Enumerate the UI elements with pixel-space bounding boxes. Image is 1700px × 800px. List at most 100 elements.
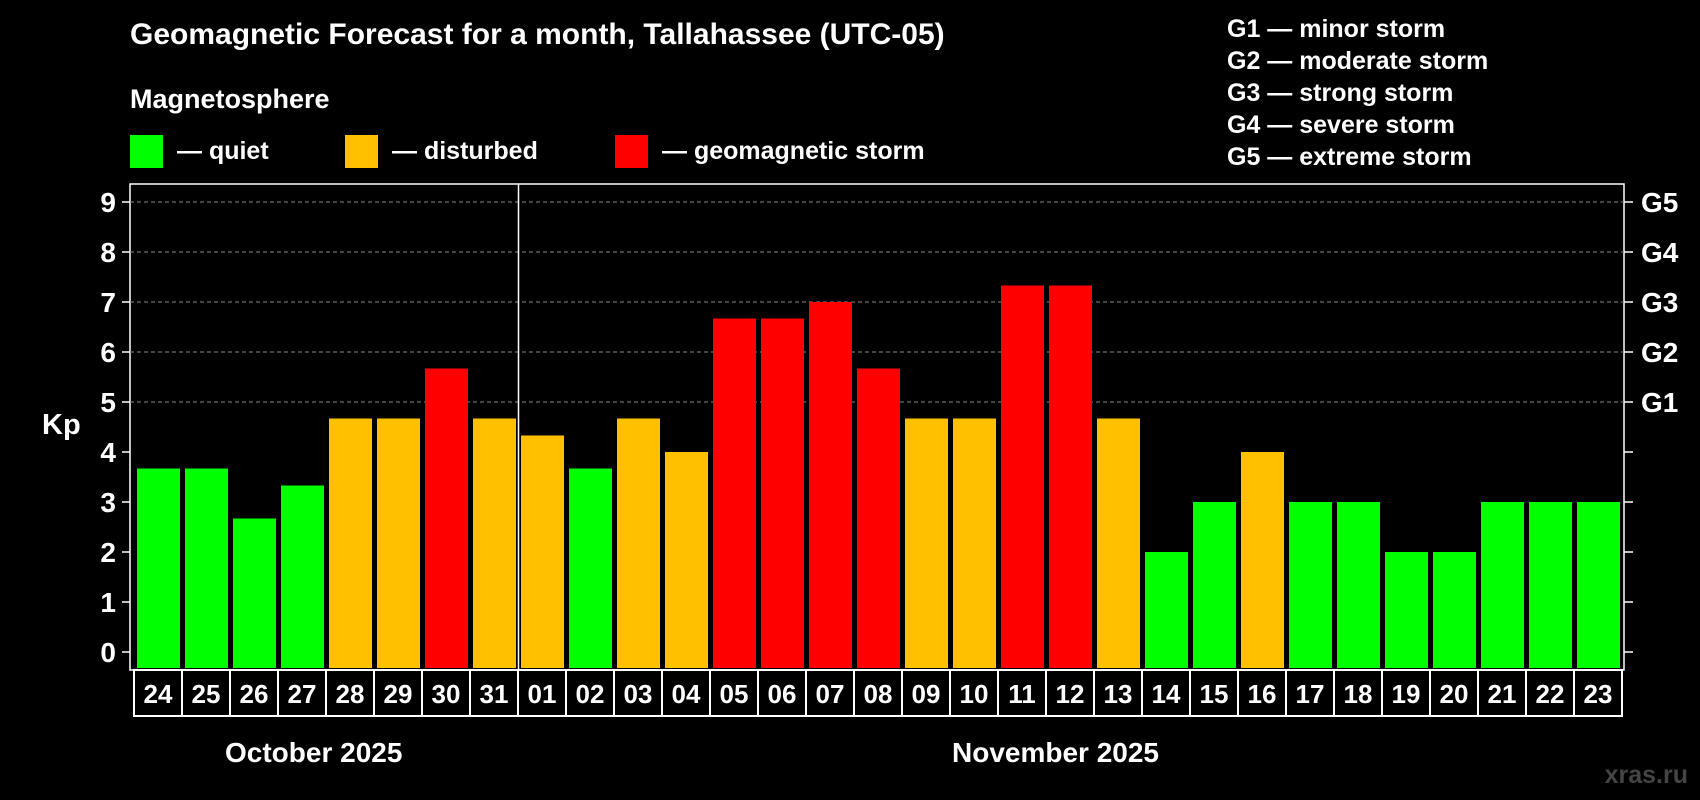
storm-scale-g3: G3 — strong storm xyxy=(1227,79,1454,107)
x-tick-label-25: 25 xyxy=(192,679,221,709)
y-tick-label-7: 7 xyxy=(100,287,116,318)
bar-05-12 xyxy=(713,318,756,668)
storm-scale-g1: G1 — minor storm xyxy=(1227,15,1446,43)
x-tick-label-26: 26 xyxy=(240,679,269,709)
x-tick-label-12: 12 xyxy=(1056,679,1085,709)
legend-item-storm: — geomagnetic storm xyxy=(615,134,925,168)
y-tick-label-1: 1 xyxy=(100,587,116,618)
right-axis-label-g2: G2 xyxy=(1641,337,1678,368)
y-tick-label-9: 9 xyxy=(100,187,116,218)
y-tick-label-5: 5 xyxy=(100,387,116,418)
x-tick-label-16: 16 xyxy=(1248,679,1277,709)
bar-26-2 xyxy=(233,518,276,668)
bar-09-16 xyxy=(905,418,948,668)
legend-label-disturbed: — disturbed xyxy=(392,136,538,165)
bar-11-18 xyxy=(1001,285,1044,668)
x-tick-label-23: 23 xyxy=(1584,679,1613,709)
bar-17-24 xyxy=(1289,502,1332,668)
bar-10-17 xyxy=(953,418,996,668)
bar-19-26 xyxy=(1385,552,1428,668)
legend-heading: Magnetosphere xyxy=(130,84,330,114)
y-axis-label: Kp xyxy=(42,409,81,441)
date-row-frame xyxy=(133,669,1623,717)
bar-31-7 xyxy=(473,418,516,668)
y-tick-label-3: 3 xyxy=(100,487,116,518)
storm-scale-g4: G4 — severe storm xyxy=(1227,111,1455,139)
x-tick-label-02: 02 xyxy=(576,679,605,709)
y-tick-label-2: 2 xyxy=(100,537,116,568)
bar-06-13 xyxy=(761,318,804,668)
x-tick-label-31: 31 xyxy=(480,679,509,709)
x-tick-label-08: 08 xyxy=(864,679,893,709)
bar-03-10 xyxy=(617,418,660,668)
legend-item-disturbed: — disturbed xyxy=(345,134,538,168)
bar-08-15 xyxy=(857,368,900,668)
x-tick-label-05: 05 xyxy=(720,679,749,709)
bar-13-20 xyxy=(1097,418,1140,668)
x-tick-label-06: 06 xyxy=(768,679,797,709)
x-tick-label-18: 18 xyxy=(1344,679,1373,709)
bar-28-4 xyxy=(329,418,372,668)
bar-21-28 xyxy=(1481,502,1524,668)
bar-25-1 xyxy=(185,468,228,668)
bar-22-29 xyxy=(1529,502,1572,668)
legend-swatch-disturbed xyxy=(345,134,378,168)
x-tick-label-20: 20 xyxy=(1440,679,1469,709)
legend-swatch-storm xyxy=(615,134,648,168)
x-tick-label-17: 17 xyxy=(1296,679,1325,709)
watermark: xras.ru xyxy=(1604,761,1688,789)
x-tick-label-10: 10 xyxy=(960,679,989,709)
bar-12-19 xyxy=(1049,285,1092,668)
x-tick-label-24: 24 xyxy=(144,679,173,709)
month-label-november: November 2025 xyxy=(952,737,1160,768)
bar-16-23 xyxy=(1241,452,1284,668)
bar-29-5 xyxy=(377,418,420,668)
bar-14-21 xyxy=(1145,552,1188,668)
bar-15-22 xyxy=(1193,502,1236,668)
bar-07-14 xyxy=(809,302,852,668)
y-tick-label-0: 0 xyxy=(100,637,116,668)
legend-item-quiet: — quiet xyxy=(130,134,269,168)
x-tick-label-14: 14 xyxy=(1152,679,1181,709)
x-tick-label-19: 19 xyxy=(1392,679,1421,709)
x-tick-label-22: 22 xyxy=(1536,679,1565,709)
bar-02-9 xyxy=(569,468,612,668)
storm-scale-g2: G2 — moderate storm xyxy=(1227,47,1489,75)
y-tick-label-8: 8 xyxy=(100,237,116,268)
right-axis-label-g3: G3 xyxy=(1641,287,1678,318)
bar-18-25 xyxy=(1337,502,1380,668)
legend-swatch-quiet xyxy=(130,134,163,168)
x-tick-label-27: 27 xyxy=(288,679,317,709)
x-tick-label-29: 29 xyxy=(384,679,413,709)
chart-title: Geomagnetic Forecast for a month, Tallah… xyxy=(130,18,945,51)
bar-30-6 xyxy=(425,368,468,668)
x-tick-label-11: 11 xyxy=(1008,679,1036,709)
right-axis-label-g1: G1 xyxy=(1641,387,1678,418)
storm-scale-list: G1 — minor storm G2 — moderate storm G3 … xyxy=(1227,13,1488,173)
x-tick-label-09: 09 xyxy=(912,679,941,709)
x-tick-label-13: 13 xyxy=(1104,679,1133,709)
x-tick-label-01: 01 xyxy=(528,679,557,709)
right-axis-label-g4: G4 xyxy=(1641,237,1679,268)
y-tick-label-4: 4 xyxy=(100,437,116,468)
x-tick-label-28: 28 xyxy=(336,679,365,709)
x-tick-label-04: 04 xyxy=(672,679,701,709)
x-tick-label-03: 03 xyxy=(624,679,653,709)
bar-23-30 xyxy=(1577,502,1620,668)
legend-label-storm: — geomagnetic storm xyxy=(662,136,925,165)
x-tick-label-30: 30 xyxy=(432,679,461,709)
storm-scale-g5: G5 — extreme storm xyxy=(1227,143,1472,171)
legend-label-quiet: — quiet xyxy=(177,136,269,165)
y-tick-label-6: 6 xyxy=(100,337,116,368)
right-axis-label-g5: G5 xyxy=(1641,187,1678,218)
bar-01-8 xyxy=(521,435,564,668)
bar-20-27 xyxy=(1433,552,1476,668)
bar-04-11 xyxy=(665,452,708,668)
x-tick-label-07: 07 xyxy=(816,679,845,709)
bar-27-3 xyxy=(281,485,324,668)
x-tick-label-21: 21 xyxy=(1488,679,1517,709)
x-tick-label-15: 15 xyxy=(1200,679,1229,709)
bar-24-0 xyxy=(137,468,180,668)
month-label-october: October 2025 xyxy=(225,737,403,768)
